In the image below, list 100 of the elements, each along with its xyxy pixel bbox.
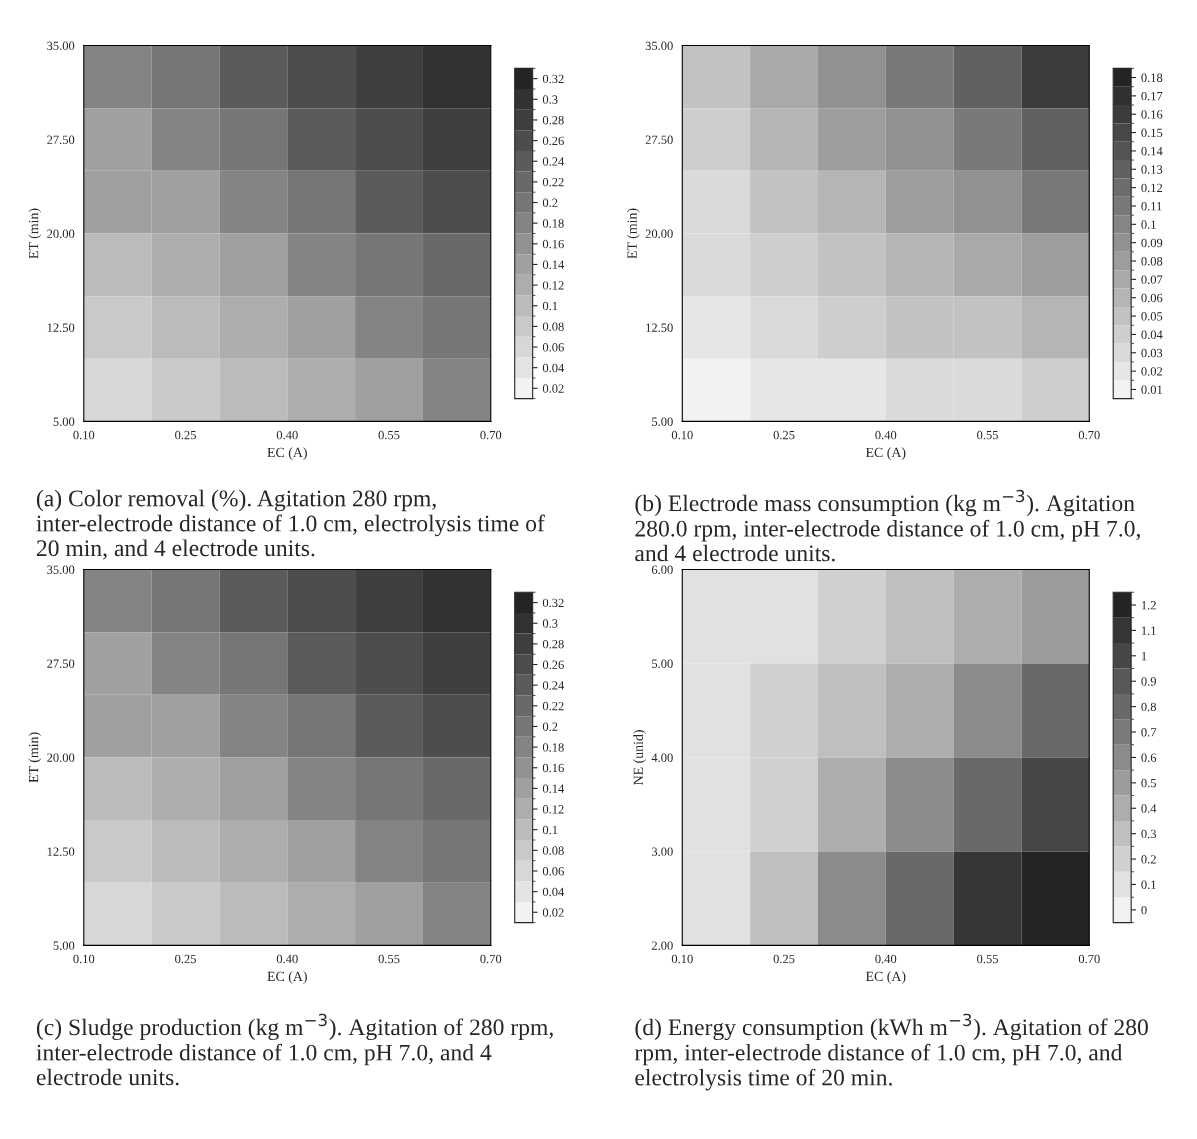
x-tick-label: 0.40 [276,954,298,964]
color-bar-label: 0.14 [542,784,565,793]
y-tick-label: 12.50 [47,847,75,856]
x-tick-label: 0.40 [875,430,897,440]
x-tick-label: 0.10 [671,954,693,964]
color-bar-label: 0.2 [1141,855,1156,864]
color-bar-label: 0.32 [542,598,564,608]
color-bar-label: 0.02 [542,908,564,917]
color-bar-label: 0.24 [542,157,565,166]
color-bar-label: 1.1 [1141,626,1156,635]
color-bar-label: 0.04 [1141,330,1163,339]
color-bar-label: 0.07 [1141,275,1163,284]
color-bar-label: 0.15 [1141,128,1163,138]
y-tick-label: 35.00 [47,565,75,575]
x-tick-label: 0.55 [977,954,998,964]
color-bar-label: 0.09 [1141,238,1163,248]
y-tick-label: 27.50 [47,659,75,668]
y-tick-label: 5.00 [53,417,75,426]
color-bar-label: 0.2 [542,722,558,731]
x-tick-label: 0.10 [73,954,95,964]
text: (a) Color removal (%). Agitation 280 rpm, inter-electrode distance of 1.0 cm, electrolysis time of 20 min, and 4 electrode units. [36,489,545,560]
y-tick-label: 12.50 [47,323,75,332]
y-tick-label: 20.00 [645,229,673,239]
color-bar-label: 1.2 [1141,601,1156,610]
x-tick-label: 0.55 [977,430,998,440]
color-bar-label: 0.06 [542,343,564,352]
x-tick-label: 0.70 [1078,430,1100,440]
y-tick-label: 5.00 [652,659,673,668]
color-bar-label: 0.7 [1141,728,1157,737]
color-bar-label: 0.06 [1141,293,1163,303]
color-bar-label: 0 [1141,905,1147,915]
text: (c) Sludge production (kg m$^{−3}$). Agitation of 280 rpm, inter-electrode distance of 1.0 cm, pH 7.0, and 4 electrode units. [36,1013,553,1086]
x-tick-label: 0.70 [480,430,502,440]
color-bar-label: 0.12 [542,805,564,814]
color-bar-label: 0.13 [1141,165,1163,174]
color-bar-label: 0.26 [542,660,564,670]
color-bar-label: 0.8 [1141,702,1157,712]
text: (d) Energy consumption (kWh m$^{−3}$). Agitation of 280 rpm, inter-electrode distance of 1.0 cm, pH 7.0, and electrolysis time of 20 min. [634,1013,1148,1091]
x-tick-label: 0.70 [480,954,502,964]
color-bar-label: 0.04 [542,363,565,373]
color-bar-label: 0.18 [542,743,564,752]
y-tick-label: 20.00 [47,229,75,239]
color-bar-label: 0.5 [1141,778,1157,788]
x-tick-label: 0.25 [773,954,795,964]
y-tick-label: 27.50 [645,135,673,145]
color-bar-label: 0.22 [542,701,564,711]
y-tick-label: 12.50 [646,323,673,332]
color-bar-label: 0.17 [1141,91,1163,101]
color-bar-label: 0.2 [542,198,558,208]
color-bar-label: 0.16 [542,763,564,773]
color-bar-label: 0.3 [542,619,558,628]
color-bar-label: 0.14 [1141,146,1163,156]
y-axis-title: ET (min) [28,732,42,783]
y-axis-title: ET (min) [28,208,42,259]
color-bar-label: 0.1 [542,825,558,835]
y-tick-label: 4.00 [651,753,673,762]
color-bar-label: 0.01 [1141,385,1163,394]
y-axis-title: ET (min) [626,208,640,259]
color-bar-label: 0.08 [542,322,564,331]
x-tick-label: 0.55 [378,430,400,440]
color-bar-label: 0.18 [1141,73,1163,83]
color-bar-label: 1 [1141,651,1147,661]
color-bar-label: 0.16 [542,239,564,249]
y-tick-label: 35.00 [645,41,673,51]
y-tick-label: 2.00 [651,941,673,950]
color-bar-label: 0.18 [542,219,564,228]
x-tick-label: 0.40 [276,430,298,440]
x-axis-title: EC (A) [865,447,906,460]
color-bar-label: 0.03 [1141,348,1163,358]
color-bar-label: 0.12 [542,281,564,290]
color-bar-label: 0.6 [1141,753,1157,762]
y-tick-label: 35.00 [47,41,75,51]
color-bar-label: 0.4 [1141,804,1157,813]
x-axis-title: EC (A) [267,971,307,984]
y-tick-label: 27.50 [47,135,75,145]
y-tick-label: 3.00 [651,847,673,856]
color-bar-label: 0.32 [542,74,564,84]
color-bar-label: 0.12 [1141,183,1163,193]
color-bar-label: 0.3 [542,95,558,104]
x-axis-title: EC (A) [267,447,307,460]
color-bar-label: 0.06 [542,867,564,876]
color-bar-label: 0.22 [542,177,564,187]
text: (b) Electrode mass consumption (kg m$^{−3}$). Agitation 280.0 rpm, inter-electrode distance of 1.0 cm, pH 7.0, and 4 electrode units. [635,489,1140,562]
color-bar-label: 0.02 [1141,367,1163,376]
color-bar-label: 0.02 [542,384,564,393]
color-bar-label: 0.28 [542,639,564,649]
x-tick-label: 0.70 [1078,954,1100,964]
x-tick-label: 0.25 [175,954,196,964]
x-tick-label: 0.55 [378,954,400,964]
x-tick-label: 0.40 [875,954,897,964]
x-tick-label: 0.10 [671,430,693,440]
color-bar-label: 0.08 [1141,257,1163,266]
x-tick-label: 0.25 [175,430,196,440]
color-bar-label: 0.26 [542,136,564,146]
color-bar-label: 0.05 [1141,312,1163,321]
color-bar-label: 0.9 [1141,677,1156,686]
y-axis-title: NE (unid) [633,730,646,785]
x-tick-label: 0.25 [773,430,795,440]
color-bar-label: 0.04 [542,887,565,897]
color-bar-label: 0.08 [542,846,564,855]
